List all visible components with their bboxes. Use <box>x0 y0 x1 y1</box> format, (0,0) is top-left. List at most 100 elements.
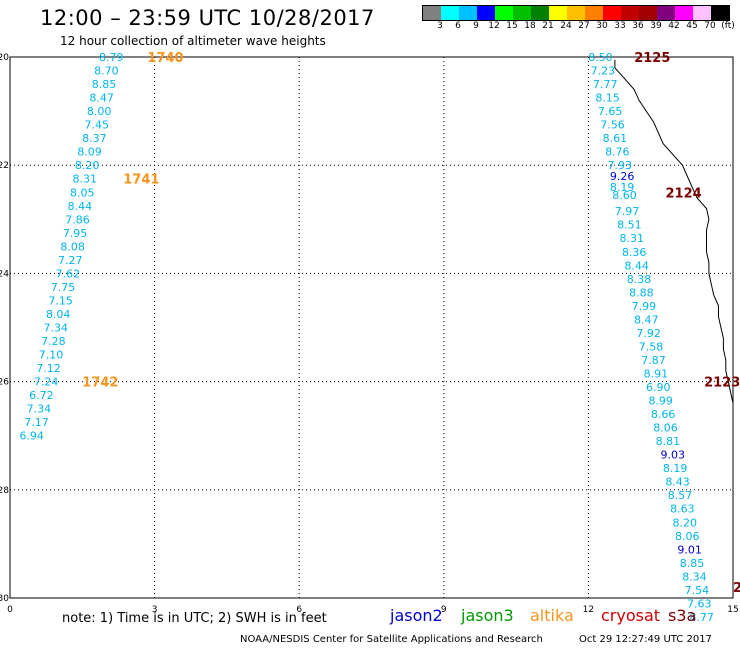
wave-height-value: 8.88 <box>629 286 654 299</box>
wave-height-value: 8.50 <box>588 51 613 64</box>
wave-height-value: 8.77 <box>689 611 714 624</box>
wave-height-value: 8.20 <box>673 516 698 529</box>
wave-height-value: 7.75 <box>51 281 76 294</box>
color-swatch-16 <box>711 6 729 20</box>
wave-height-value: 8.44 <box>624 259 649 272</box>
footer-note: note: 1) Time is in UTC; 2) SWH is in fe… <box>62 611 327 626</box>
wave-height-value: 7.86 <box>65 213 90 226</box>
color-swatch-10 <box>603 6 621 20</box>
legend-entry-jason2: jason2 <box>390 606 443 625</box>
wave-height-value: 6.94 <box>19 430 44 443</box>
wave-height-value: 8.36 <box>622 246 647 259</box>
wave-height-value: 7.65 <box>598 105 623 118</box>
x-tick-label: 0 <box>7 605 13 615</box>
color-swatch-6 <box>531 6 549 20</box>
color-scale-label: 24 <box>560 21 572 31</box>
coastline <box>614 59 734 404</box>
color-scale-label: 70 <box>704 21 716 31</box>
x-tick-label: 6 <box>296 605 302 615</box>
wave-height-value: 7.17 <box>24 416 49 429</box>
x-tick-label: 3 <box>152 605 158 615</box>
pass-number-label: 2125 <box>634 51 670 66</box>
wave-height-value: 8.79 <box>99 51 124 64</box>
wave-height-value: 7.23 <box>591 65 616 78</box>
wave-height-value: 9.26 <box>610 170 635 183</box>
map-subtitle: 12 hour collection of altimeter wave hei… <box>60 34 326 48</box>
wave-height-value: 8.85 <box>92 78 117 91</box>
color-swatch-1 <box>441 6 459 20</box>
x-tick-label: 9 <box>441 605 447 615</box>
wave-height-value: 7.92 <box>636 327 661 340</box>
wave-height-value: 7.93 <box>607 159 632 172</box>
pass-number-label: 2124 <box>666 186 702 201</box>
wave-height-value: 7.27 <box>58 254 83 267</box>
color-swatch-7 <box>549 6 567 20</box>
color-scale-label: 33 <box>614 21 626 31</box>
wave-height-value: 8.09 <box>77 146 102 159</box>
x-tick-label: 12 <box>583 605 594 615</box>
wave-height-value: 7.34 <box>27 403 52 416</box>
wave-height-value: 8.85 <box>680 557 705 570</box>
color-swatch-9 <box>585 6 603 20</box>
y-tick-label: -24 <box>0 269 9 279</box>
color-swatch-11 <box>621 6 639 20</box>
wave-height-value: 6.72 <box>29 389 54 402</box>
wave-height-value: 8.04 <box>46 308 71 321</box>
wave-height-value: 8.70 <box>94 65 119 78</box>
wave-height-value: 8.61 <box>603 132 628 145</box>
y-tick-label: -26 <box>0 378 9 388</box>
wave-height-value: 7.12 <box>36 362 61 375</box>
wave-height-value: 8.44 <box>68 200 93 213</box>
wave-height-value: 7.28 <box>41 335 66 348</box>
wave-height-value: 7.58 <box>639 340 664 353</box>
wave-height-value: 8.00 <box>87 105 112 118</box>
wave-height-value: 7.63 <box>687 597 712 610</box>
wave-height-value: 8.19 <box>610 181 635 194</box>
color-scale-label: 39 <box>650 21 662 31</box>
wave-height-value: 8.31 <box>72 173 97 186</box>
wave-height-value: 8.66 <box>651 408 676 421</box>
color-scale-label: 27 <box>578 21 590 31</box>
color-scale-label: 45 <box>686 21 698 31</box>
wave-height-value: 8.19 <box>663 462 688 475</box>
color-scale-label: 36 <box>632 21 644 31</box>
wave-height-value: 8.06 <box>675 530 700 543</box>
color-swatch-0 <box>423 6 441 20</box>
color-swatch-3 <box>477 6 495 20</box>
color-scale-label: 12 <box>488 21 500 31</box>
wave-height-value: 9.01 <box>677 543 702 556</box>
color-swatch-12 <box>639 6 657 20</box>
y-tick-label: -20 <box>0 53 9 63</box>
wave-height-value: 8.05 <box>70 186 95 199</box>
color-scale-bar <box>422 5 730 21</box>
wave-height-value: 7.24 <box>34 376 59 389</box>
wave-height-value: 7.34 <box>44 322 69 335</box>
wave-height-value: 8.91 <box>644 367 669 380</box>
wave-height-value: 8.47 <box>634 313 659 326</box>
color-swatch-2 <box>459 6 477 20</box>
pass-number-label: 1742 <box>82 376 118 391</box>
legend-entry-altika: altika <box>530 606 574 625</box>
color-scale-label: 9 <box>473 21 479 31</box>
color-swatch-4 <box>495 6 513 20</box>
wave-height-value: 8.38 <box>627 273 652 286</box>
y-tick-label: -22 <box>0 161 9 171</box>
color-scale-label: 21 <box>542 21 554 31</box>
wave-height-value: 8.47 <box>89 92 114 105</box>
wave-height-value: 8.60 <box>612 189 637 202</box>
wave-height-value: 7.99 <box>632 300 657 313</box>
map-frame <box>9 56 734 599</box>
wave-height-value: 8.15 <box>595 92 620 105</box>
wave-height-value: 7.54 <box>685 584 710 597</box>
wave-height-value: 8.99 <box>648 395 673 408</box>
pass-number-label: 1741 <box>123 173 159 188</box>
wave-height-value: 6.90 <box>646 381 671 394</box>
color-scale-label: 42 <box>668 21 680 31</box>
wave-height-value: 8.34 <box>682 570 707 583</box>
wave-height-value: 8.08 <box>60 240 85 253</box>
wave-height-value: 7.15 <box>48 294 73 307</box>
wave-height-value: 8.31 <box>620 232 645 245</box>
credit-line: NOAA/NESDIS Center for Satellite Applica… <box>240 634 543 645</box>
wave-height-value: 9.03 <box>661 449 686 462</box>
y-tick-label: -28 <box>0 486 9 496</box>
